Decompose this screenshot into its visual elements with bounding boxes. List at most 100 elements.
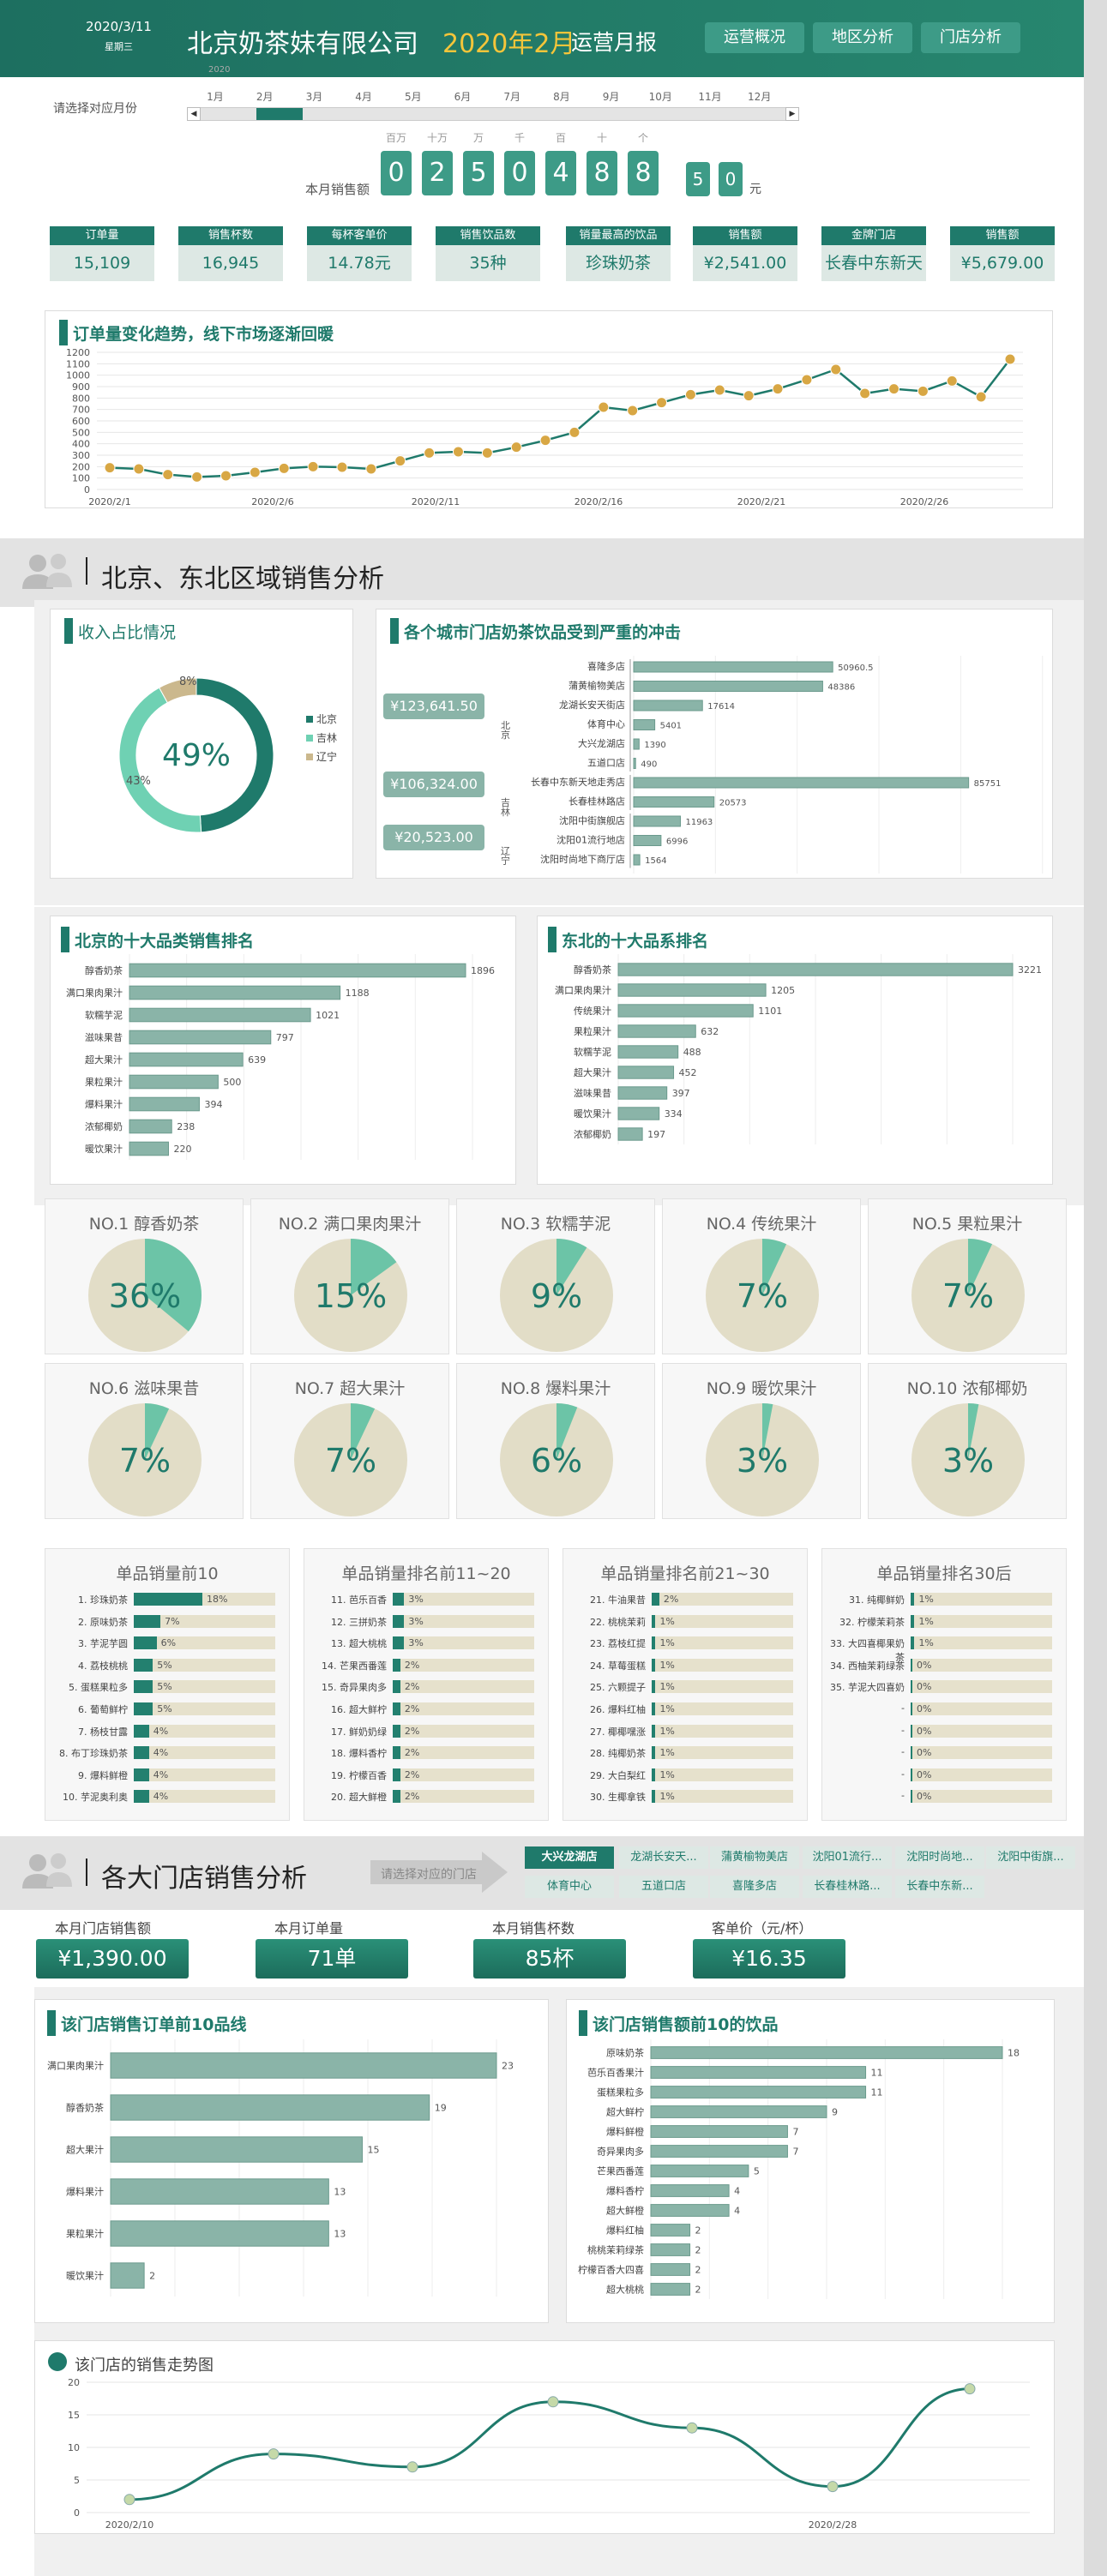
- month-label[interactable]: 7月: [503, 91, 520, 103]
- bar: [617, 1024, 696, 1038]
- rank-bar-fill: [911, 1746, 912, 1760]
- kpi-value: 16,945: [178, 245, 283, 281]
- city-bar: [633, 777, 970, 789]
- rank-percent: 6%: [160, 1637, 177, 1649]
- trend-point: [801, 374, 813, 386]
- rank-percent: 1%: [659, 1637, 675, 1649]
- category-label: 柠檬百香大四喜: [578, 2264, 644, 2276]
- selected-month-thumb[interactable]: [256, 108, 303, 120]
- bar-value: 5: [754, 2166, 760, 2177]
- bar: [129, 1052, 244, 1067]
- pie-slice: [968, 1239, 993, 1295]
- bar: [617, 1004, 754, 1018]
- category-label: 醇香奶茶: [66, 2102, 104, 2114]
- store-option[interactable]: 沈阳时尚地...: [895, 1846, 984, 1869]
- rank-row: 8. 布丁珍珠奶茶 4%: [52, 1745, 284, 1760]
- region-total-beijing: ¥123,641.50: [383, 694, 484, 719]
- month-label[interactable]: 2月: [256, 91, 274, 103]
- legend-swatch: [306, 716, 313, 723]
- trend-dot-icon: [48, 2352, 67, 2371]
- rank-box: 单品销量前10 1. 珍珠奶茶 18% 2. 原味奶茶 7% 3. 芋泥芋圆 6% 4. 荔枝…: [45, 1548, 290, 1821]
- rank-percent: 4%: [153, 1725, 169, 1737]
- nav-store-button[interactable]: 门店分析: [921, 22, 1020, 53]
- store-option[interactable]: 龙湖长安天...: [619, 1846, 708, 1869]
- trend-point: [510, 441, 522, 453]
- city-impact-title: 各个城市门店奶茶饮品受到严重的冲击: [390, 618, 681, 644]
- rank-bar-fill: [911, 1790, 912, 1804]
- nav-region-button[interactable]: 地区分析: [813, 22, 912, 53]
- month-label[interactable]: 5月: [404, 91, 422, 103]
- northeast-top10-chart: 醇香奶茶 3221 满口果肉果汁 1205 传统果汁 1101 果粒果汁 632 软糯芋泥 488…: [555, 954, 1042, 1144]
- month-label[interactable]: 1月: [207, 91, 224, 103]
- store-option[interactable]: 体育中心: [525, 1876, 614, 1898]
- bar: [110, 2178, 329, 2205]
- store-option[interactable]: 五道口店: [619, 1876, 708, 1898]
- legend-swatch: [306, 735, 313, 742]
- category-label: 超大果汁: [66, 2144, 104, 2156]
- store-trend-point: [964, 2383, 976, 2395]
- report-header: 2020/3/11 星期三 北京奶茶妹有限公司 2020年2月 运营月报 运营概况…: [0, 0, 1084, 77]
- category-label: 沈阳时尚地下商厅店: [540, 853, 625, 865]
- month-label[interactable]: 4月: [355, 91, 372, 103]
- rank-name: 16. 超大鲜柠: [331, 1704, 387, 1715]
- month-label[interactable]: 8月: [553, 91, 570, 103]
- rank-percent: 0%: [917, 1768, 932, 1780]
- rank-bar-bg: [652, 1768, 793, 1781]
- rank-row: 5. 蛋糕果粒多 5%: [52, 1679, 284, 1694]
- rank-row: 32. 柠檬茉莉茶 1%: [829, 1614, 1061, 1629]
- top-product-pie: 9%: [500, 1239, 613, 1352]
- top-product-pie: 3%: [911, 1403, 1025, 1516]
- bar-value: 18: [1008, 2048, 1020, 2059]
- category-label: 滋味果昔: [574, 1088, 611, 1099]
- store-option[interactable]: 长春中东新...: [895, 1876, 984, 1898]
- month-label[interactable]: 12月: [748, 91, 772, 103]
- month-label[interactable]: 11月: [698, 91, 722, 103]
- bar-value: 85751: [974, 779, 1002, 789]
- store-option[interactable]: 沈阳01流行...: [803, 1846, 892, 1869]
- trend-point: [424, 447, 436, 459]
- month-label[interactable]: 6月: [454, 91, 472, 103]
- rank-name: 29. 大白梨红: [590, 1769, 646, 1781]
- rank-percent: 2%: [404, 1768, 420, 1780]
- kpi-label: 每杯客单价: [307, 226, 412, 245]
- prev-month-arrow[interactable]: ◀: [187, 107, 201, 121]
- right-scrollbar[interactable]: [1084, 0, 1107, 2576]
- top-product-pie: 7%: [911, 1239, 1025, 1352]
- rank-bar-bg: [134, 1768, 275, 1781]
- store-option[interactable]: 大兴龙湖店: [525, 1846, 614, 1869]
- rank-row: 7. 杨枝甘露 4%: [52, 1724, 284, 1738]
- store-option[interactable]: 沈阳中街旗...: [986, 1846, 1075, 1869]
- store-kpi-label: 客单价（元/杯）: [712, 1920, 813, 1937]
- rank-percent: 4%: [153, 1768, 169, 1780]
- pie-percent: 6%: [531, 1442, 582, 1480]
- y-tick-label: 0: [74, 2507, 80, 2519]
- people-icon: [22, 1853, 72, 1888]
- rank-bar-fill: [393, 1636, 405, 1650]
- trend-point: [917, 385, 929, 397]
- order-trend-card: 订单量变化趋势，线下市场逐渐回暖 0 100 200 300 400 500 600 700 8…: [45, 310, 1053, 508]
- store-option[interactable]: 喜隆多店: [710, 1876, 799, 1898]
- top-product-pie: 6%: [500, 1403, 613, 1516]
- category-label: 满口果肉果汁: [47, 2061, 104, 2072]
- bar-value: 490: [641, 760, 657, 770]
- rank-percent: 2%: [404, 1681, 420, 1693]
- rank-row: 30. 生椰拿铁 1%: [570, 1789, 802, 1804]
- category-label: 爆料鲜橙: [606, 2126, 644, 2138]
- month-label[interactable]: 9月: [602, 91, 620, 103]
- month-label[interactable]: 3月: [305, 91, 323, 103]
- section-region-header: 北京、东北区域销售分析: [0, 538, 1084, 607]
- rank-bar-bg: [911, 1768, 1052, 1781]
- rank-percent: 1%: [659, 1791, 675, 1803]
- nav-overview-button[interactable]: 运营概况: [705, 22, 804, 53]
- bar-value: 1564: [645, 856, 666, 866]
- legend-label: 北京: [316, 713, 337, 725]
- rank-name: 12. 三拼奶茶: [331, 1616, 387, 1628]
- store-option[interactable]: 蒲黄榆物美店: [710, 1846, 799, 1869]
- bar-value: 1896: [471, 965, 495, 976]
- month-label[interactable]: 10月: [648, 91, 672, 103]
- next-month-arrow[interactable]: ▶: [785, 107, 799, 121]
- income-share-title: 收入占比情况: [64, 618, 176, 644]
- beijing-top10-title: 北京的十大品类销售排名: [61, 927, 254, 952]
- rank-percent: 3%: [408, 1594, 424, 1605]
- store-option[interactable]: 长春桂林路...: [803, 1876, 892, 1898]
